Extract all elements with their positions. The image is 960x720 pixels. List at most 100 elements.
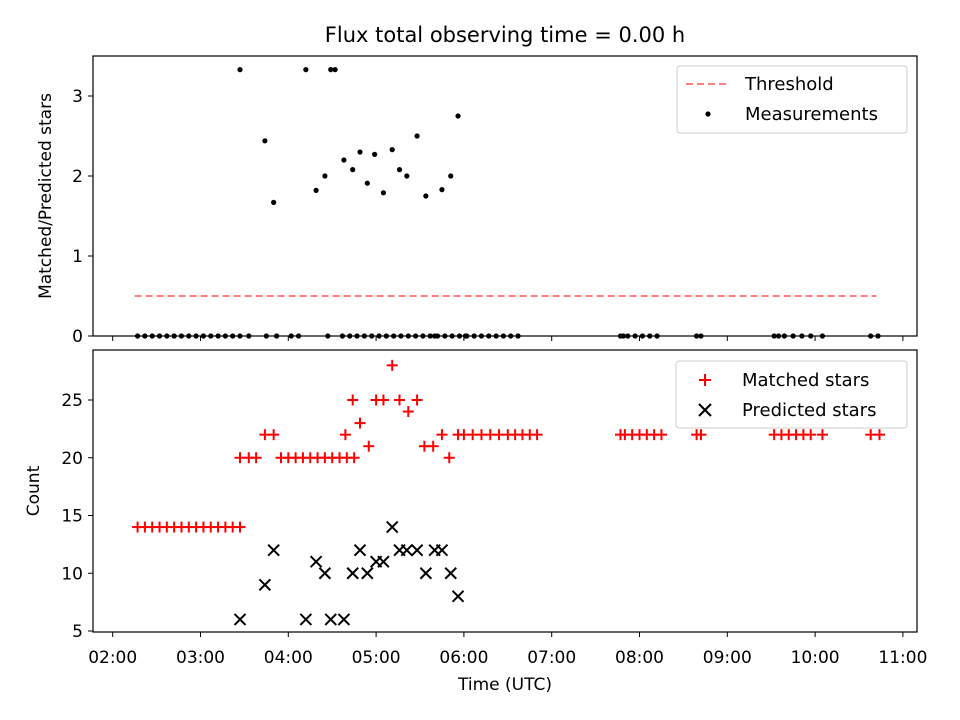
top-axes-frame xyxy=(92,55,918,337)
matched-star-marker xyxy=(427,440,439,452)
matched-star-marker xyxy=(377,394,389,406)
bottom-x-tick-label: 09:00 xyxy=(703,648,752,668)
top-panel: Flux total observing time = 0.00 h 0123 … xyxy=(36,23,918,347)
top-y-tick-label: 1 xyxy=(72,247,83,267)
bottom-x-axis-label: Time (UTC) xyxy=(457,675,552,695)
bottom-y-tick-label: 20 xyxy=(61,449,83,469)
predicted-star-marker xyxy=(309,555,323,568)
bottom-x-tick-label: 10:00 xyxy=(791,648,840,668)
measurements-legend-label: Measurements xyxy=(745,104,878,125)
bottom-x-tick-label: 04:00 xyxy=(264,648,313,668)
predicted-legend-swatch xyxy=(698,403,712,417)
predicted-star-marker xyxy=(353,543,367,557)
predicted-star-marker-b xyxy=(337,613,351,626)
top-legend-box xyxy=(676,65,908,134)
bottom-plot-area: 5 10 15 20 25 02:00 03:00 04:00 05:00 06:00 07:00 0… xyxy=(61,359,927,668)
matched-star-marker xyxy=(354,417,366,429)
top-y-axis-label: Matched/Predicted stars xyxy=(36,93,56,299)
predicted-star-marker xyxy=(324,613,337,626)
measurement-point xyxy=(372,151,378,157)
predicted-star-marker-b xyxy=(385,520,399,534)
bottom-x-tick-label: 07:00 xyxy=(527,648,576,668)
predicted-star-marker xyxy=(377,555,390,568)
top-plot-area: 0 1 2 3 xyxy=(72,67,904,347)
measurement-point xyxy=(455,113,461,119)
top-y-tick-label: 3 xyxy=(72,87,83,107)
measurement-point xyxy=(237,67,243,73)
predicted-star-marker xyxy=(233,613,247,626)
measurement-point xyxy=(364,180,370,186)
predicted-star-marker-b xyxy=(233,613,247,626)
matched-star-marker xyxy=(411,394,423,406)
bottom-y-tick-label: 15 xyxy=(61,507,83,527)
matched-star-marker xyxy=(873,429,885,441)
predicted-star-marker xyxy=(444,567,457,580)
measurement-point xyxy=(404,173,410,179)
matched-star-marker xyxy=(268,429,280,441)
matched-star-marker xyxy=(695,429,707,441)
matched-legend-swatch xyxy=(699,374,711,386)
predicted-star-marker xyxy=(318,567,332,580)
predicted-star-marker xyxy=(410,543,424,557)
top-y-tick-label: 0 xyxy=(72,327,83,347)
bottom-legend: Matched stars Predicted stars xyxy=(675,360,908,429)
bottom-x-tick-label: 02:00 xyxy=(88,648,137,668)
top-y-tick-label: 2 xyxy=(72,167,83,187)
bottom-x-tick-label: 03:00 xyxy=(176,648,225,668)
predicted-star-marker xyxy=(337,613,351,626)
matched-star-marker xyxy=(347,394,359,406)
measurement-point xyxy=(439,187,445,193)
predicted-star-marker xyxy=(400,543,414,557)
measurement-point xyxy=(328,67,334,73)
measurement-point xyxy=(262,138,268,144)
predicted-star-marker xyxy=(346,567,359,580)
bottom-x-tick-label: 11:00 xyxy=(878,648,927,668)
bottom-y-axis-label: Count xyxy=(24,465,44,516)
predicted-star-marker-b xyxy=(267,543,280,557)
predicted-star-marker-b xyxy=(451,590,465,603)
matched-star-marker xyxy=(250,452,262,464)
matched-star-marker xyxy=(531,429,543,441)
matched-star-marker xyxy=(443,452,455,464)
matched-star-marker xyxy=(805,429,817,441)
bottom-x-tick-label: 08:00 xyxy=(615,648,664,668)
bottom-x-tick-label: 05:00 xyxy=(352,648,401,668)
measurements-legend-swatch xyxy=(705,111,711,117)
matched-star-marker xyxy=(402,406,414,418)
predicted-star-marker xyxy=(258,578,272,592)
bottom-y-tick-label: 5 xyxy=(72,622,83,642)
measurement-point xyxy=(313,187,319,193)
predicted-star-marker-b xyxy=(419,567,433,580)
predicted-star-marker-b xyxy=(435,543,449,557)
matched-star-marker xyxy=(348,452,360,464)
bottom-y-tick-label: 25 xyxy=(61,391,83,411)
predicted-star-marker-b xyxy=(258,578,272,592)
matched-star-marker xyxy=(386,359,398,371)
measurement-point xyxy=(448,173,454,179)
bottom-x-tick-label: 06:00 xyxy=(439,648,488,668)
predicted-star-marker-b xyxy=(444,567,457,580)
measurement-point xyxy=(303,67,309,73)
measurement-point xyxy=(423,193,429,199)
matched-star-marker xyxy=(394,394,406,406)
predicted-star-marker-b xyxy=(299,613,313,626)
measurement-point xyxy=(414,133,420,139)
predicted-star-marker-b xyxy=(361,567,374,580)
measurement-point xyxy=(341,157,347,163)
matched-star-marker xyxy=(655,429,667,441)
bottom-y-tick-label: 10 xyxy=(61,564,83,584)
measurement-point xyxy=(380,190,387,196)
predicted-star-marker xyxy=(385,520,399,534)
top-chart-title: Flux total observing time = 0.00 h xyxy=(325,23,685,47)
measurement-point xyxy=(396,167,403,173)
measurement-point xyxy=(322,173,328,179)
predicted-star-marker-b xyxy=(410,543,424,557)
matched-star-marker xyxy=(339,429,351,441)
predicted-star-marker-b xyxy=(309,555,323,568)
threshold-legend-label: Threshold xyxy=(744,74,834,95)
predicted-star-marker-b xyxy=(353,543,367,557)
predicted-star-marker xyxy=(419,567,433,580)
bottom-legend-box xyxy=(675,360,908,429)
bottom-axes-frame xyxy=(92,349,918,633)
matched-star-marker xyxy=(234,521,246,533)
